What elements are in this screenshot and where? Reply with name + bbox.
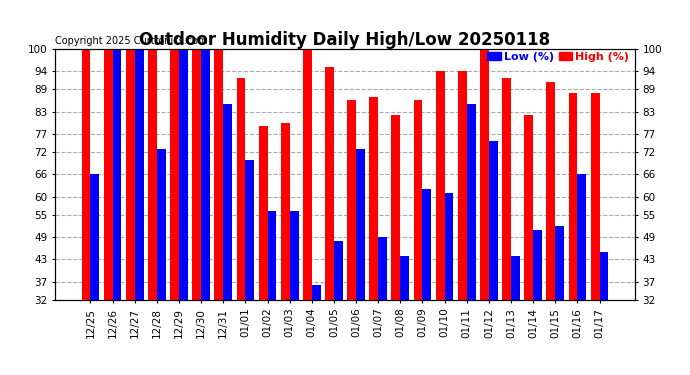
Bar bbox=[466, 104, 475, 300]
Bar bbox=[591, 93, 600, 300]
Bar bbox=[458, 71, 466, 300]
Bar bbox=[400, 256, 409, 300]
Bar bbox=[179, 49, 188, 300]
Bar bbox=[369, 97, 378, 300]
Bar bbox=[193, 49, 201, 300]
Bar bbox=[569, 93, 578, 300]
Bar bbox=[578, 174, 586, 300]
Bar bbox=[90, 174, 99, 300]
Bar bbox=[290, 211, 299, 300]
Bar bbox=[511, 256, 520, 300]
Bar bbox=[237, 78, 246, 300]
Bar bbox=[533, 230, 542, 300]
Bar bbox=[215, 49, 224, 300]
Bar bbox=[281, 123, 290, 300]
Bar bbox=[356, 148, 365, 300]
Bar bbox=[170, 49, 179, 300]
Bar bbox=[391, 115, 400, 300]
Bar bbox=[224, 104, 232, 300]
Bar bbox=[81, 49, 90, 300]
Bar bbox=[489, 141, 497, 300]
Bar bbox=[312, 285, 321, 300]
Legend: Low (%), High (%): Low (%), High (%) bbox=[487, 52, 629, 62]
Bar bbox=[413, 100, 422, 300]
Bar bbox=[502, 78, 511, 300]
Text: Copyright 2025 Curtronics.com: Copyright 2025 Curtronics.com bbox=[55, 36, 208, 46]
Bar bbox=[268, 211, 277, 300]
Bar bbox=[444, 193, 453, 300]
Bar bbox=[104, 49, 112, 300]
Title: Outdoor Humidity Daily High/Low 20250118: Outdoor Humidity Daily High/Low 20250118 bbox=[139, 31, 551, 49]
Bar bbox=[422, 189, 431, 300]
Bar bbox=[334, 241, 343, 300]
Bar bbox=[546, 82, 555, 300]
Bar bbox=[303, 49, 312, 300]
Bar bbox=[157, 148, 166, 300]
Bar bbox=[201, 49, 210, 300]
Bar bbox=[480, 49, 489, 300]
Bar bbox=[246, 160, 254, 300]
Bar bbox=[126, 49, 135, 300]
Bar bbox=[600, 252, 609, 300]
Bar bbox=[112, 49, 121, 300]
Bar bbox=[378, 237, 387, 300]
Bar bbox=[135, 49, 144, 300]
Bar bbox=[436, 71, 444, 300]
Bar bbox=[259, 126, 268, 300]
Bar bbox=[347, 100, 356, 300]
Bar bbox=[524, 115, 533, 300]
Bar bbox=[555, 226, 564, 300]
Bar bbox=[148, 49, 157, 300]
Bar bbox=[325, 67, 334, 300]
